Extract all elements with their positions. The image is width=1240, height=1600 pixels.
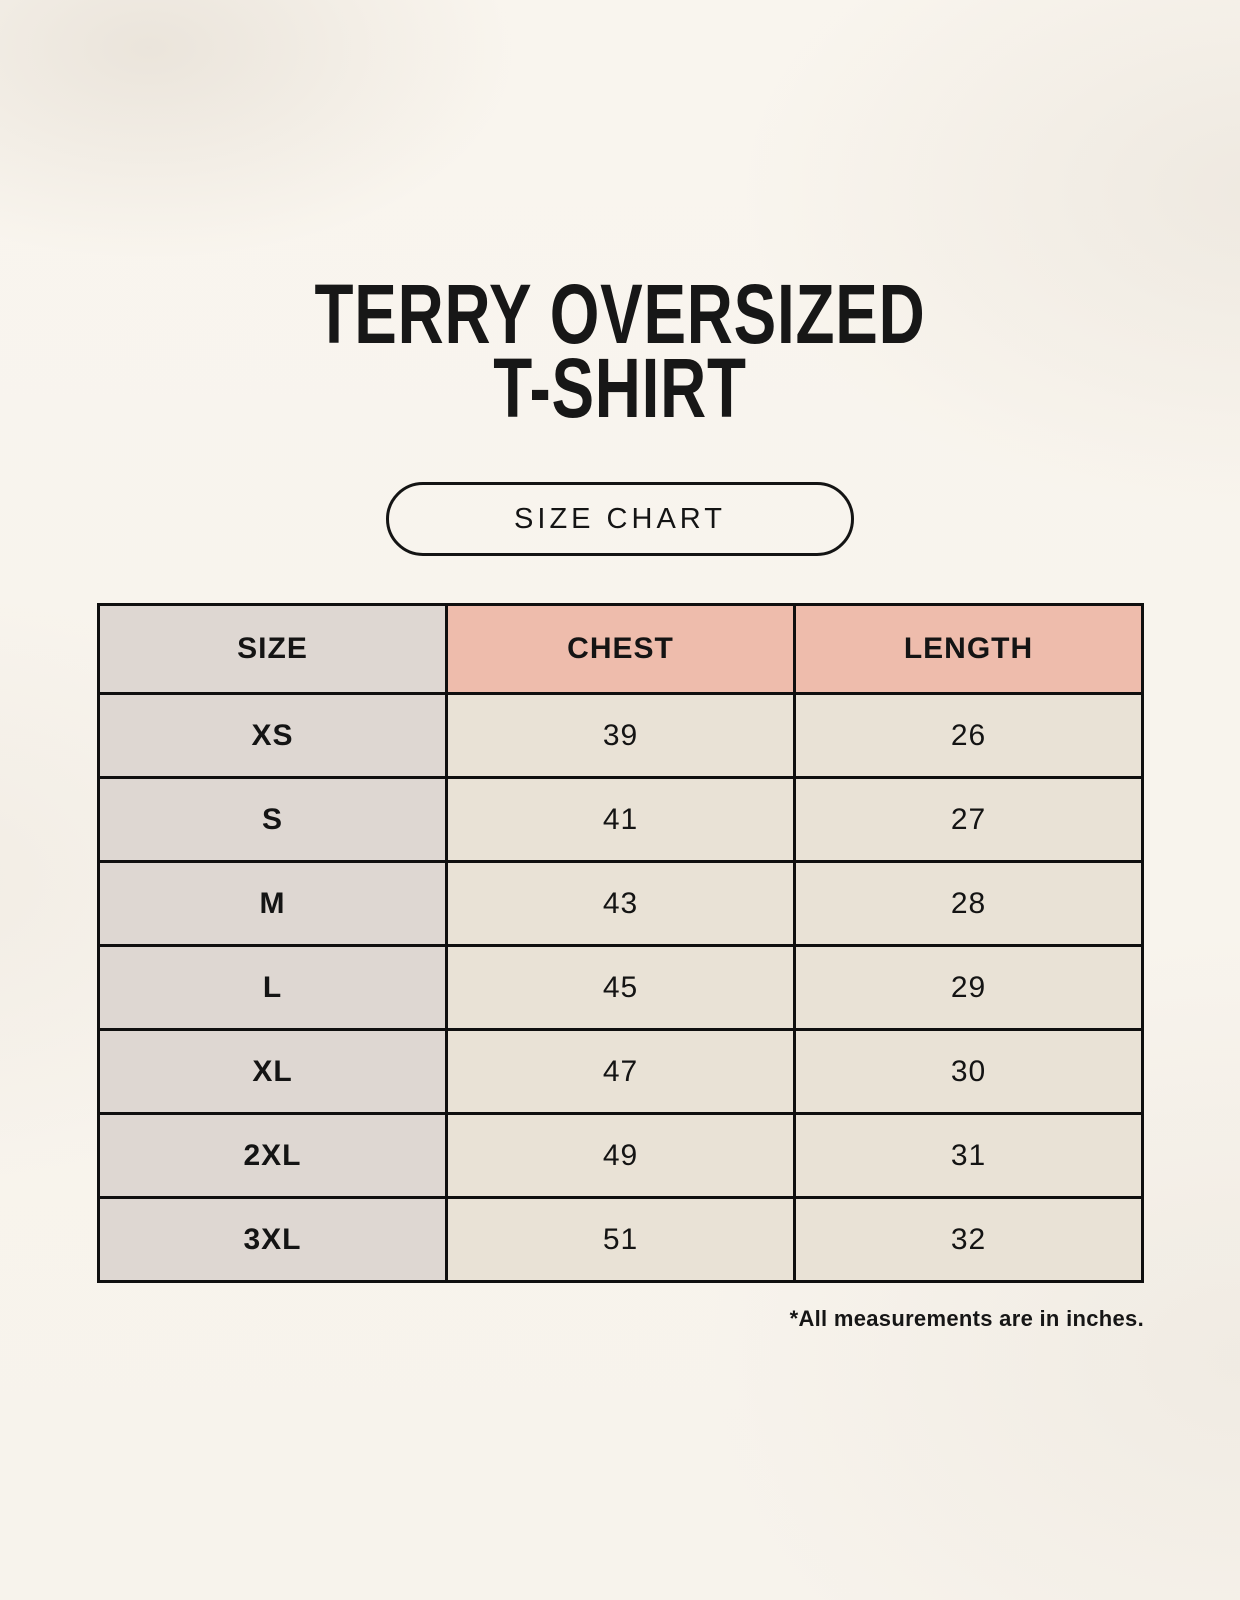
chest-cell: 51 (445, 1196, 796, 1283)
size-chart-button-label: SIZE CHART (514, 502, 726, 535)
length-cell: 26 (793, 692, 1144, 779)
size-cell: 3XL (97, 1196, 448, 1283)
column-header-length: LENGTH (793, 603, 1144, 695)
table-header-row: SIZE CHEST LENGTH (97, 603, 1144, 695)
table-row: 2XL 49 31 (97, 1112, 1144, 1199)
table-row: M 43 28 (97, 860, 1144, 947)
column-header-chest: CHEST (445, 603, 796, 695)
length-cell: 29 (793, 944, 1144, 1031)
table-row: XS 39 26 (97, 692, 1144, 779)
table-row: S 41 27 (97, 776, 1144, 863)
length-cell: 32 (793, 1196, 1144, 1283)
product-title-line1: TERRY OVERSIZED (314, 267, 926, 361)
chest-cell: 41 (445, 776, 796, 863)
product-title: TERRY OVERSIZED T-SHIRT (149, 267, 1091, 435)
length-cell: 30 (793, 1028, 1144, 1115)
length-cell: 28 (793, 860, 1144, 947)
size-cell: 2XL (97, 1112, 448, 1199)
size-cell: XS (97, 692, 448, 779)
chest-cell: 39 (445, 692, 796, 779)
table-row: 3XL 51 32 (97, 1196, 1144, 1283)
measurements-footnote: *All measurements are in inches. (789, 1306, 1144, 1331)
table-row: XL 47 30 (97, 1028, 1144, 1115)
column-header-size: SIZE (97, 603, 448, 695)
size-cell: XL (97, 1028, 448, 1115)
size-table: SIZE CHEST LENGTH XS 39 26 S 41 27 M 43 … (97, 603, 1144, 1283)
chest-cell: 47 (445, 1028, 796, 1115)
size-cell: M (97, 860, 448, 947)
table-row: L 45 29 (97, 944, 1144, 1031)
product-title-line2: T-SHIRT (493, 341, 747, 435)
size-cell: S (97, 776, 448, 863)
chest-cell: 49 (445, 1112, 796, 1199)
length-cell: 27 (793, 776, 1144, 863)
chest-cell: 45 (445, 944, 796, 1031)
size-chart-button[interactable]: SIZE CHART (386, 482, 854, 556)
chest-cell: 43 (445, 860, 796, 947)
size-cell: L (97, 944, 448, 1031)
length-cell: 31 (793, 1112, 1144, 1199)
